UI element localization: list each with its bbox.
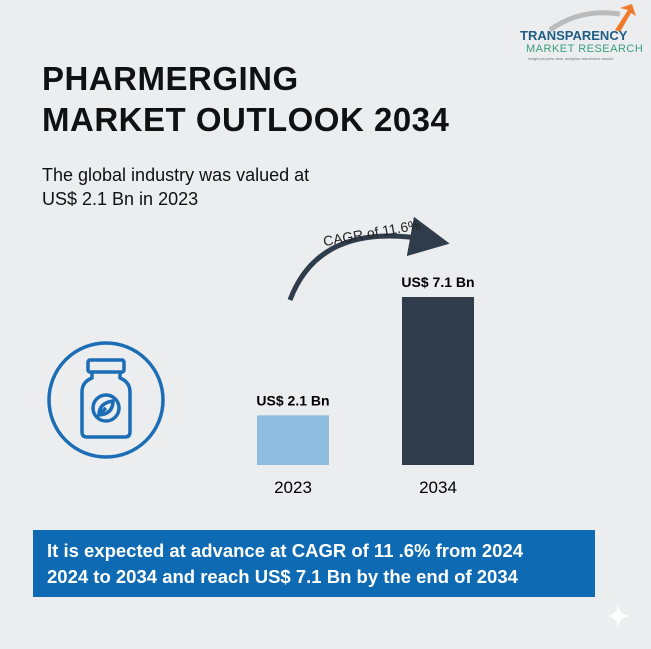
subtitle-line2: US$ 2.1 Bn in 2023 xyxy=(42,189,199,209)
banner-line2: 2024 to 2034 and reach US$ 7.1 Bn by the… xyxy=(47,566,518,587)
summary-banner: It is expected at advance at CAGR of 11 … xyxy=(33,530,595,597)
logo-line1: TRANSPARENCY xyxy=(520,28,628,43)
logo-arrow-icon xyxy=(548,4,636,33)
logo-tagline: insight propels view, analytics transfor… xyxy=(528,56,614,61)
title-line1: PHARMERGING xyxy=(42,60,299,97)
bar-2034 xyxy=(402,297,474,465)
banner-line1: It is expected at advance at CAGR of 11 … xyxy=(47,540,524,561)
data-label: US$ 2.1 Bn xyxy=(256,392,329,408)
page-title: PHARMERGING MARKET OUTLOOK 2034 xyxy=(42,58,449,140)
bar-chart: CAGR of 11.6% US$ 2.1 Bn 2023 US$ 7.1 Bn 20… xyxy=(256,216,474,497)
cagr-arrow-icon xyxy=(287,216,450,301)
subtitle: The global industry was valued at US$ 2.… xyxy=(42,163,309,211)
title-line2: MARKET OUTLOOK 2034 xyxy=(42,101,450,138)
logo-line2: MARKET RESEARCH xyxy=(526,43,644,55)
bar-2023 xyxy=(257,415,329,465)
medicine-bottle-leaf-icon xyxy=(47,341,165,459)
company-logo: TRANSPARENCY MARKET RESEARCH insight pro… xyxy=(520,4,651,61)
cagr-annotation: CAGR of 11.6% xyxy=(322,216,422,249)
subtitle-line1: The global industry was valued at xyxy=(42,165,310,185)
x-tick-label: 2034 xyxy=(419,478,457,497)
data-label: US$ 7.1 Bn xyxy=(401,274,474,290)
sparkle-icon xyxy=(606,604,630,628)
x-tick-label: 2023 xyxy=(274,478,312,497)
